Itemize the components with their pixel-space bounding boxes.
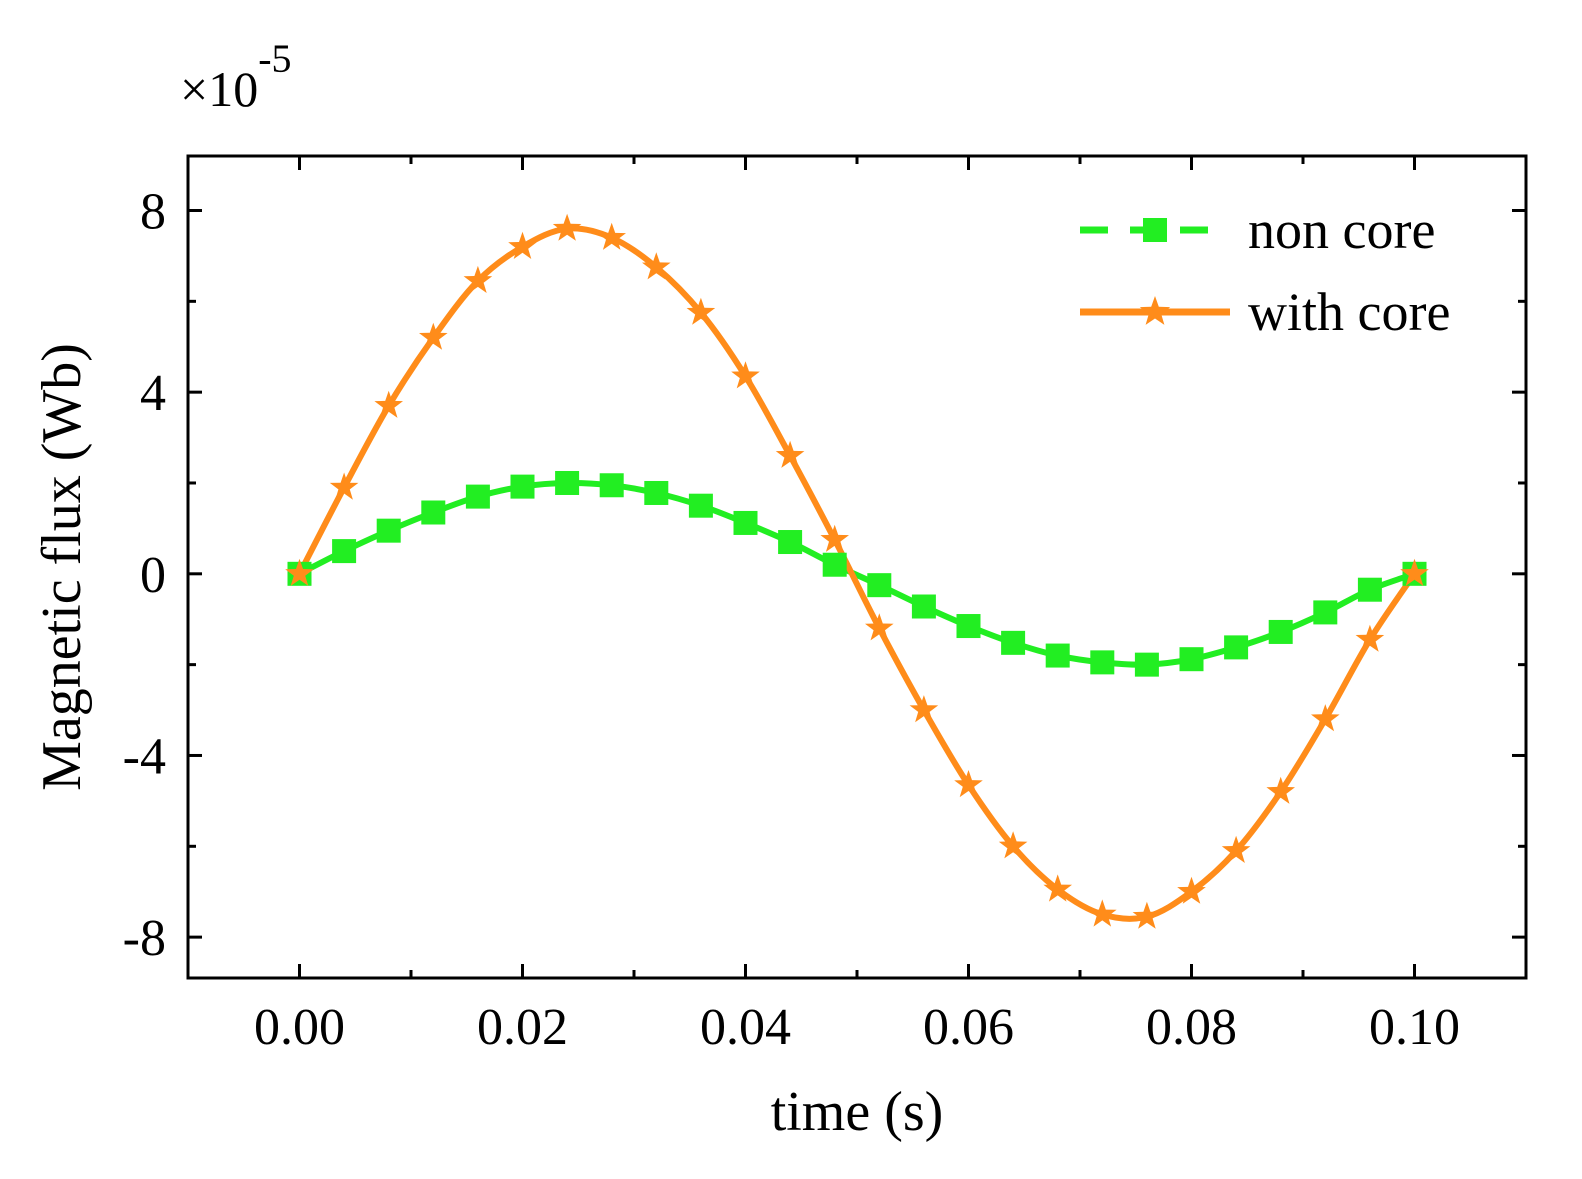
data-point-with-core	[419, 322, 448, 350]
y-tick-label: 4	[140, 365, 166, 422]
y-tick-label: 8	[140, 183, 166, 240]
x-tick-label: 0.04	[700, 999, 791, 1056]
data-point-with-core	[329, 472, 359, 500]
x-tick-label: 0.10	[1369, 999, 1460, 1056]
x-tick-label: 0.00	[254, 999, 345, 1056]
data-point-non-core	[644, 480, 669, 505]
data-point-with-core	[1311, 704, 1340, 732]
data-point-with-core	[1355, 624, 1385, 652]
data-point-with-core	[820, 524, 849, 552]
data-point-with-core	[1221, 835, 1251, 863]
y-tick-label: -8	[123, 910, 166, 967]
data-point-with-core	[1177, 876, 1206, 904]
data-point-non-core	[1001, 630, 1026, 655]
data-point-non-core	[1268, 619, 1293, 644]
data-point-non-core	[1313, 600, 1338, 625]
legend-marker-non-core	[1143, 218, 1167, 242]
tick-labels: 0.00 0.02 0.04 0.06 0.08 0.10 -8 -4 0 4 8	[123, 183, 1460, 1056]
y-multiplier-base: ×10	[180, 61, 258, 117]
data-point-with-core	[998, 831, 1028, 859]
data-point-non-core	[1134, 652, 1159, 677]
x-tick-label: 0.02	[477, 999, 568, 1056]
data-point-with-core	[463, 265, 493, 293]
data-point-with-core	[374, 390, 403, 418]
data-point-with-core	[597, 222, 626, 250]
legend-marker-with-core	[1139, 296, 1171, 325]
y-tick-label: 0	[140, 547, 166, 604]
data-point-with-core	[1400, 558, 1429, 586]
data-point-with-core	[954, 770, 983, 798]
data-point-with-core	[285, 558, 314, 586]
data-point-non-core	[465, 484, 490, 509]
data-point-with-core	[1088, 899, 1117, 927]
data-point-with-core	[552, 213, 582, 241]
data-point-with-core	[508, 231, 537, 259]
data-point-with-core	[1043, 874, 1072, 902]
legend: non core with core	[1080, 200, 1450, 342]
data-point-non-core	[376, 518, 401, 543]
data-point-non-core	[1357, 577, 1382, 602]
data-point-with-core	[775, 440, 805, 468]
data-point-with-core	[686, 297, 716, 325]
data-point-with-core	[1266, 776, 1295, 804]
data-point-non-core	[1224, 635, 1249, 660]
data-point-non-core	[1045, 643, 1070, 668]
data-point-non-core	[822, 552, 847, 577]
y-axis-title: Magnetic flux (Wb)	[31, 343, 93, 791]
data-point-non-core	[555, 470, 580, 495]
data-point-non-core	[688, 493, 713, 518]
data-point-non-core	[733, 510, 758, 535]
data-point-with-core	[642, 252, 671, 280]
legend-label-with-core: with core	[1248, 282, 1450, 342]
data-point-with-core	[731, 361, 760, 389]
x-tick-label: 0.08	[1146, 999, 1237, 1056]
legend-label-non-core: non core	[1248, 200, 1435, 260]
y-multiplier-exponent: -5	[258, 36, 291, 81]
x-tick-label: 0.06	[923, 999, 1014, 1056]
data-point-non-core	[510, 474, 535, 499]
plot-frame	[186, 154, 1528, 980]
series-markers	[285, 213, 1429, 929]
y-tick-label: -4	[123, 728, 166, 785]
data-point-non-core	[599, 473, 624, 498]
data-point-with-core	[909, 695, 939, 723]
data-point-non-core	[1090, 650, 1115, 675]
x-axis-title: time (s)	[771, 1081, 944, 1143]
data-point-non-core	[332, 539, 357, 564]
data-point-with-core	[1132, 901, 1162, 929]
data-point-with-core	[865, 613, 894, 641]
axis-ticks	[186, 156, 1528, 978]
data-point-non-core	[956, 614, 981, 639]
data-point-non-core	[1179, 647, 1204, 672]
data-point-non-core	[867, 573, 892, 598]
data-point-non-core	[911, 594, 936, 619]
data-point-non-core	[421, 500, 446, 525]
y-multiplier: ×10-5	[180, 36, 292, 117]
data-point-non-core	[778, 530, 803, 555]
